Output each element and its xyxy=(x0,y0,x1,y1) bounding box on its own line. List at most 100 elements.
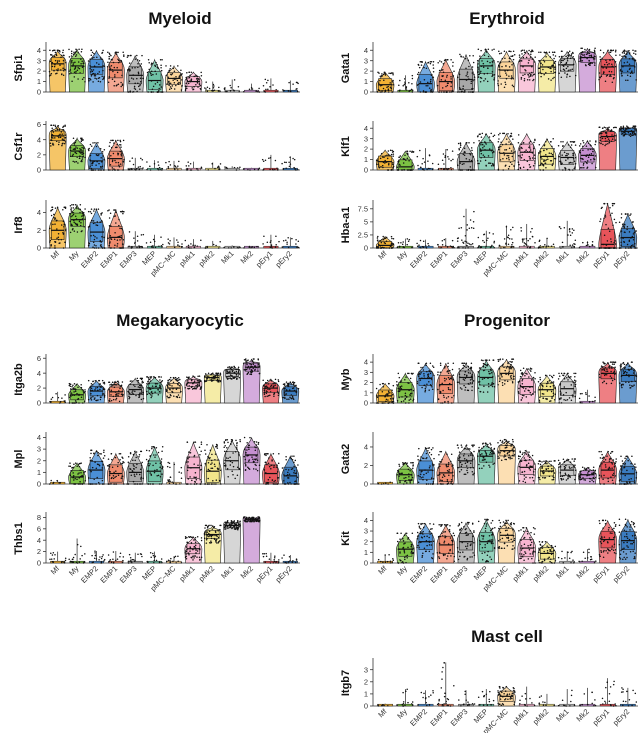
data-point xyxy=(88,149,90,152)
data-point xyxy=(612,202,614,205)
data-point xyxy=(392,83,394,86)
data-point xyxy=(154,382,157,385)
data-point xyxy=(93,557,96,560)
data-point xyxy=(198,547,201,550)
data-point xyxy=(397,387,399,390)
data-point xyxy=(530,50,533,53)
data-point xyxy=(82,62,84,64)
data-point xyxy=(392,166,395,169)
data-point xyxy=(540,246,542,249)
data-point xyxy=(545,154,547,156)
data-point xyxy=(103,454,106,457)
data-point xyxy=(160,558,163,560)
x-category-label: pMk2 xyxy=(197,564,216,583)
data-point xyxy=(128,68,131,70)
data-point xyxy=(127,455,130,458)
data-point xyxy=(187,465,189,467)
data-point xyxy=(250,520,252,522)
data-point xyxy=(443,163,445,165)
x-category-label: EMP3 xyxy=(118,249,139,270)
violin-EMP3 xyxy=(456,208,475,249)
data-point xyxy=(81,218,84,220)
data-point xyxy=(444,79,447,81)
violin-pEry2 xyxy=(282,80,299,93)
data-point xyxy=(79,211,81,214)
data-point xyxy=(594,56,596,58)
data-point xyxy=(137,379,140,382)
data-point xyxy=(273,395,275,397)
data-point xyxy=(219,241,221,243)
data-point xyxy=(626,226,629,228)
data-point xyxy=(604,140,607,142)
data-point xyxy=(239,246,241,249)
data-point xyxy=(528,72,531,74)
data-point xyxy=(114,159,116,162)
data-point xyxy=(561,241,564,244)
data-point xyxy=(478,162,480,165)
data-point xyxy=(483,145,485,147)
data-point xyxy=(620,125,622,128)
data-point xyxy=(403,78,406,80)
data-point xyxy=(568,69,570,71)
data-point xyxy=(566,76,568,78)
data-point xyxy=(248,446,250,449)
data-point xyxy=(386,86,388,89)
data-point xyxy=(527,239,529,242)
data-point xyxy=(480,49,482,52)
data-point xyxy=(136,235,139,237)
data-point xyxy=(511,76,513,79)
data-point xyxy=(529,150,531,153)
data-point xyxy=(534,162,536,164)
data-point xyxy=(620,68,622,71)
data-point xyxy=(115,393,117,396)
data-point xyxy=(630,130,633,132)
data-point xyxy=(242,91,245,93)
data-point xyxy=(160,69,163,72)
data-point xyxy=(450,58,452,61)
data-point xyxy=(392,400,395,402)
data-point xyxy=(60,224,63,226)
data-point xyxy=(265,387,267,390)
data-point xyxy=(591,241,594,243)
data-point xyxy=(278,559,280,561)
data-point xyxy=(390,243,393,245)
data-point xyxy=(297,464,299,466)
data-point xyxy=(177,560,179,562)
data-point xyxy=(375,246,378,248)
data-point xyxy=(111,69,114,71)
data-point xyxy=(111,385,113,387)
data-point xyxy=(538,164,540,167)
data-point xyxy=(231,461,234,464)
data-point xyxy=(250,370,252,373)
data-point xyxy=(172,377,175,379)
data-point xyxy=(74,66,77,68)
data-point xyxy=(187,458,189,460)
data-point xyxy=(171,85,174,87)
data-point xyxy=(608,70,611,73)
data-point xyxy=(113,471,115,474)
data-point xyxy=(94,169,97,171)
data-point xyxy=(560,76,563,78)
data-point xyxy=(121,237,123,240)
data-point xyxy=(158,87,160,90)
data-point xyxy=(217,372,220,374)
data-point xyxy=(397,372,400,375)
data-point xyxy=(90,169,93,171)
data-point xyxy=(138,455,140,458)
data-point xyxy=(101,235,103,238)
data-point xyxy=(289,456,292,459)
violin-base xyxy=(244,167,260,171)
data-point xyxy=(388,72,390,74)
data-point xyxy=(70,208,72,211)
data-point xyxy=(295,391,298,393)
data-point xyxy=(196,556,198,558)
violin-EMP3 xyxy=(127,157,144,171)
data-point xyxy=(408,382,410,385)
data-point xyxy=(180,477,183,479)
data-point xyxy=(524,52,527,54)
data-point xyxy=(112,558,114,560)
data-point xyxy=(583,166,585,169)
data-point xyxy=(546,156,549,158)
data-point xyxy=(512,50,515,53)
